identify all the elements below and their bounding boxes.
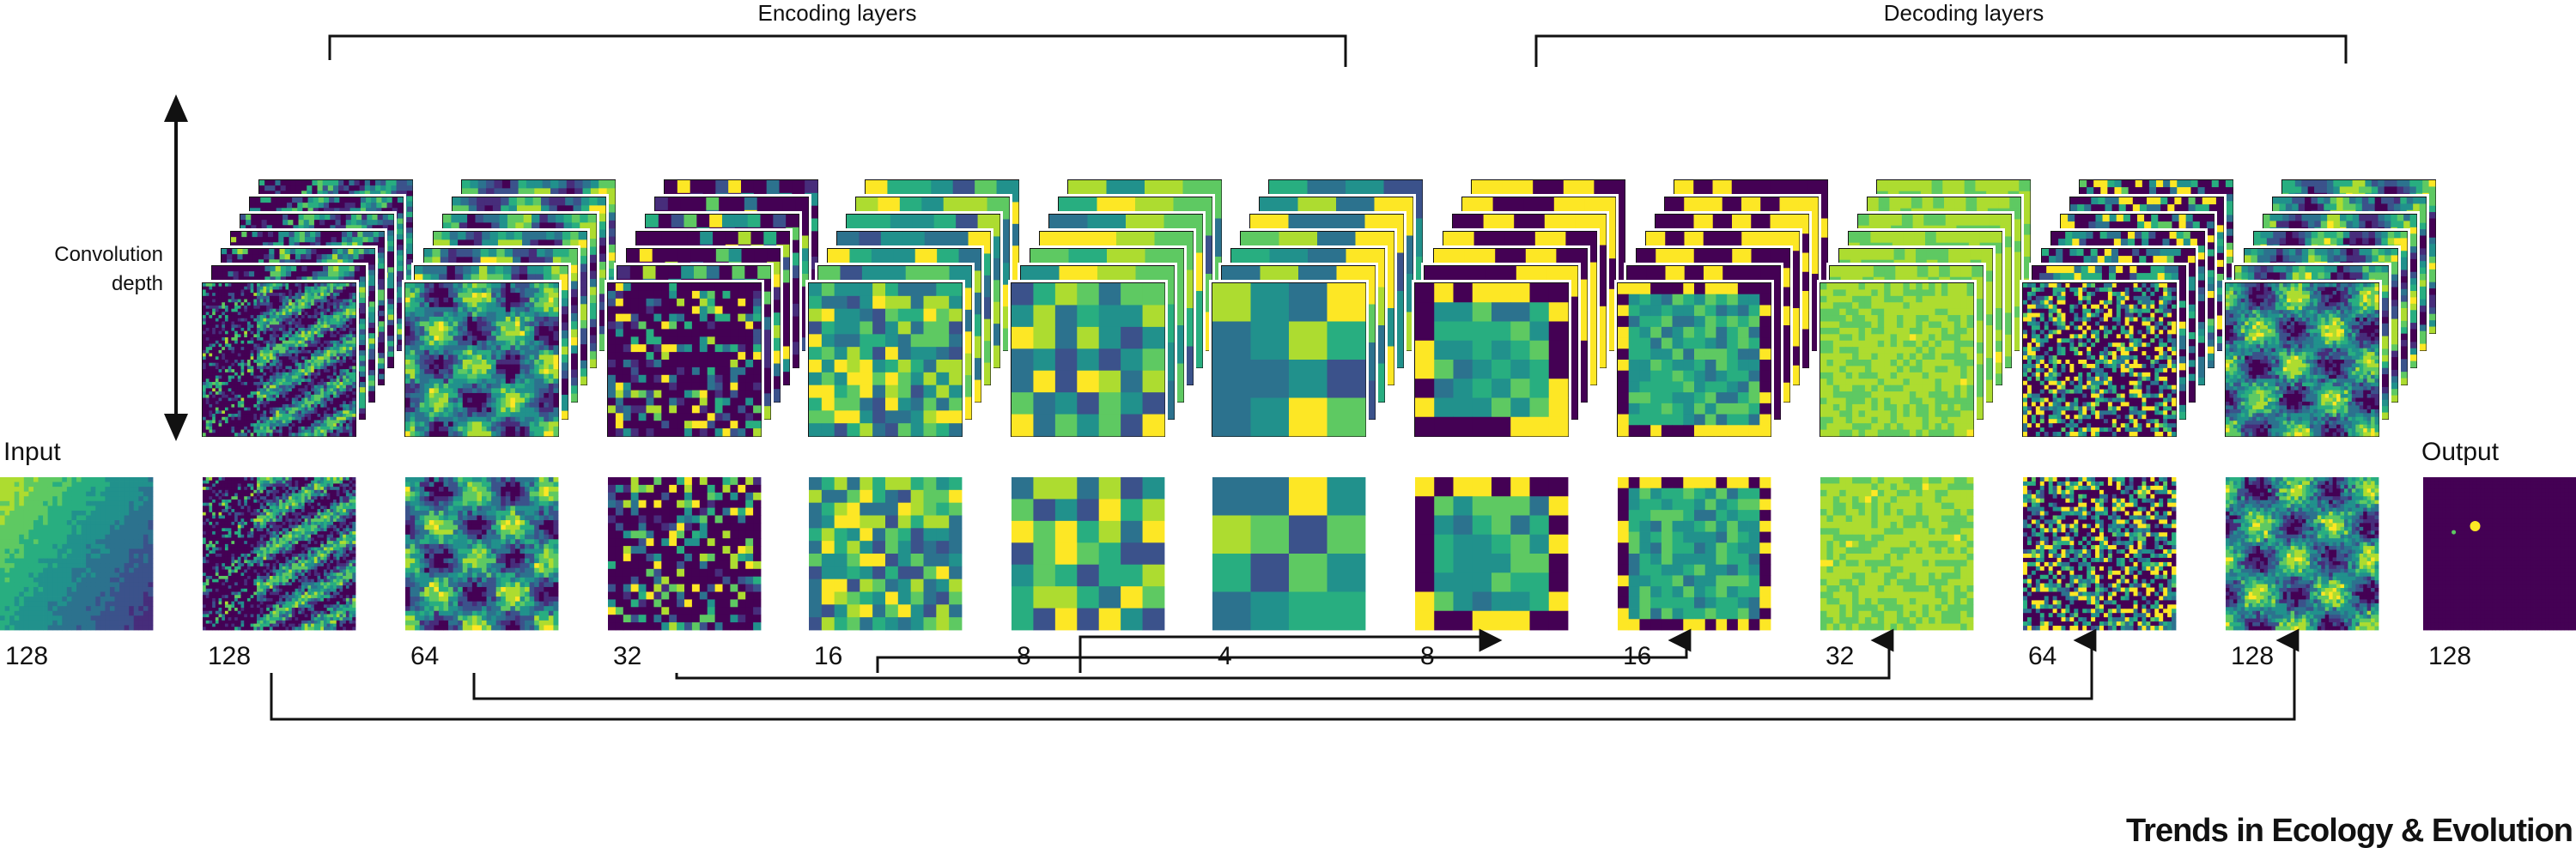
stack-sheet bbox=[199, 280, 359, 439]
stack-sheet bbox=[2222, 280, 2382, 439]
skip-enc1-to-dec5 bbox=[270, 628, 2300, 721]
decoding-label: Decoding layers bbox=[1884, 0, 2044, 26]
stack-dec4 bbox=[2020, 177, 2236, 439]
skip-enc4-to-dec2 bbox=[876, 628, 1692, 673]
map-enc4 bbox=[809, 477, 963, 631]
skip-enc2-to-dec4 bbox=[472, 628, 2097, 700]
depth-label-line2: depth bbox=[112, 272, 163, 295]
stack-map bbox=[1012, 283, 1165, 437]
stack-map bbox=[405, 283, 559, 437]
map-dec5 bbox=[2226, 477, 2379, 631]
input-label: Input bbox=[3, 438, 61, 466]
map-enc3 bbox=[608, 477, 762, 631]
stack-map bbox=[608, 283, 762, 437]
size-label: 16 bbox=[814, 642, 842, 670]
encoding-bracket bbox=[328, 34, 1347, 67]
size-label: 64 bbox=[2028, 642, 2057, 670]
size-label: 64 bbox=[410, 642, 439, 670]
stack-map bbox=[2023, 283, 2177, 437]
stack-dec1 bbox=[1412, 177, 1628, 439]
stack-enc4 bbox=[805, 177, 1022, 439]
stack-sheet bbox=[1817, 280, 1977, 439]
map-enc5 bbox=[1012, 477, 1165, 631]
stack-dec3 bbox=[1817, 177, 2033, 439]
stack-map bbox=[1212, 283, 1366, 437]
stack-enc1 bbox=[199, 177, 416, 439]
journal-logo: Trends in Ecology & Evolution bbox=[2126, 813, 2573, 848]
stack-sheet bbox=[1614, 280, 1774, 439]
stack-sheet bbox=[1008, 280, 1168, 439]
size-label: 128 bbox=[5, 642, 48, 670]
map-enc1 bbox=[203, 477, 356, 631]
stack-map bbox=[809, 283, 963, 437]
stack-sheet bbox=[402, 280, 562, 439]
feature-map-row bbox=[0, 477, 2576, 631]
map-bottle bbox=[1212, 477, 1366, 631]
size-label: 128 bbox=[2428, 642, 2471, 670]
stack-map bbox=[1820, 283, 1974, 437]
map-enc2 bbox=[405, 477, 559, 631]
stack-map bbox=[1415, 283, 1569, 437]
stack-dec2 bbox=[1614, 177, 1831, 439]
map-dec4 bbox=[2023, 477, 2177, 631]
size-label: 128 bbox=[2231, 642, 2274, 670]
stack-bottle bbox=[1209, 177, 1425, 439]
output-label: Output bbox=[2421, 438, 2500, 466]
stack-sheet bbox=[805, 280, 965, 439]
map-input bbox=[0, 477, 154, 631]
stack-enc2 bbox=[402, 177, 618, 439]
stack-enc3 bbox=[605, 177, 821, 439]
decoding-bracket bbox=[1534, 34, 2348, 67]
depth-axis-arrow bbox=[164, 94, 188, 441]
map-output bbox=[2423, 477, 2576, 631]
feature-map-stacks bbox=[199, 177, 2439, 439]
stack-map bbox=[2226, 283, 2379, 437]
skip-connections bbox=[270, 628, 2300, 721]
stack-sheet bbox=[1412, 280, 1571, 439]
map-dec1 bbox=[1415, 477, 1569, 631]
depth-label-line1: Convolution bbox=[54, 243, 163, 266]
skip-enc5-to-dec1 bbox=[1078, 628, 1503, 673]
size-label: 32 bbox=[613, 642, 641, 670]
stack-map bbox=[1618, 283, 1771, 437]
stack-sheet bbox=[605, 280, 764, 439]
size-label: 32 bbox=[1826, 642, 1854, 670]
stack-sheet bbox=[1209, 280, 1369, 439]
stack-dec5 bbox=[2222, 177, 2439, 439]
encoding-label: Encoding layers bbox=[758, 0, 917, 26]
map-dec2 bbox=[1618, 477, 1771, 631]
size-label: 128 bbox=[208, 642, 251, 670]
skip-enc3-to-dec3 bbox=[675, 628, 1894, 680]
stack-enc5 bbox=[1008, 177, 1224, 439]
stack-map bbox=[203, 283, 356, 437]
stack-sheet bbox=[2020, 280, 2179, 439]
map-dec3 bbox=[1820, 477, 1974, 631]
